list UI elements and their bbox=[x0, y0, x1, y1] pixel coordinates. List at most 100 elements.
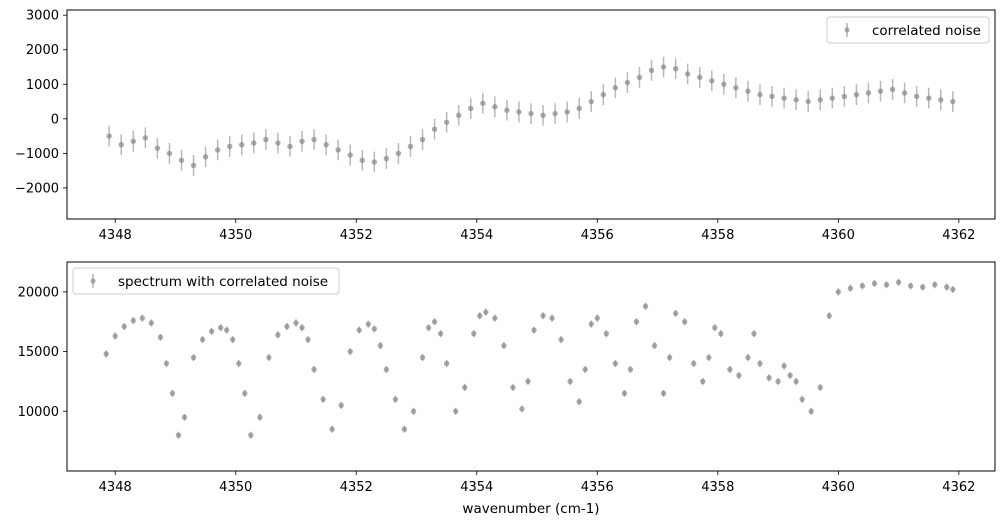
top-data-point bbox=[202, 154, 209, 160]
bottom-data-point bbox=[471, 330, 477, 337]
bottom-data-point bbox=[266, 354, 272, 361]
bottom-data-point bbox=[672, 310, 679, 317]
top-legend: correlated noise bbox=[826, 16, 990, 44]
panel-bottom: 4348 4350 4352 4354 4356 4358 4360 4362 10000 150… bbox=[18, 261, 996, 517]
bottom-data-point bbox=[736, 372, 742, 379]
bottom-data-point bbox=[766, 375, 772, 381]
bottom-data-point bbox=[826, 313, 832, 319]
top-data-point bbox=[190, 162, 197, 169]
bottom-data-point bbox=[549, 315, 555, 321]
top-data-point bbox=[829, 95, 835, 101]
bottom-data-point bbox=[311, 366, 317, 373]
bottom-data-point bbox=[666, 354, 673, 361]
bottom-data-point bbox=[217, 324, 224, 331]
bottom-data-point bbox=[492, 315, 498, 321]
bottom-y-tick-label: 10000 bbox=[18, 405, 59, 420]
bottom-data-point bbox=[329, 426, 335, 432]
bottom-data-point bbox=[799, 396, 805, 403]
bottom-data-point bbox=[443, 360, 450, 367]
top-data-point bbox=[865, 90, 872, 96]
top-data-point bbox=[419, 136, 426, 143]
top-data-point bbox=[178, 157, 185, 163]
top-y-tick-label: 3000 bbox=[26, 9, 59, 24]
top-data-point bbox=[721, 81, 727, 87]
bottom-data-point bbox=[895, 279, 902, 286]
bottom-data-point bbox=[501, 342, 507, 349]
top-data-point bbox=[227, 143, 233, 150]
bottom-data-point bbox=[588, 321, 594, 327]
top-data-point bbox=[576, 105, 582, 112]
top-data-point bbox=[793, 97, 799, 103]
bottom-legend-label: spectrum with correlated noise bbox=[118, 274, 328, 290]
top-y-tick-label: 1000 bbox=[26, 78, 59, 93]
top-data-point bbox=[359, 157, 365, 163]
bottom-data-point bbox=[293, 320, 299, 326]
bottom-data-point bbox=[431, 319, 438, 325]
top-data-point bbox=[166, 150, 173, 157]
bottom-x-tick-label: 4350 bbox=[219, 480, 252, 495]
bottom-data-point bbox=[338, 402, 344, 409]
top-data-point bbox=[347, 152, 353, 158]
top-legend-point-marker bbox=[844, 27, 850, 33]
bottom-data-point bbox=[781, 363, 787, 369]
bottom-data-point bbox=[775, 378, 781, 385]
top-data-point bbox=[287, 143, 293, 150]
top-data-point bbox=[552, 110, 558, 117]
top-x-tick-label: 4350 bbox=[219, 228, 252, 243]
top-data-point bbox=[407, 143, 414, 150]
top-data-point bbox=[492, 104, 498, 110]
bottom-data-point bbox=[257, 414, 263, 420]
bottom-x-tick-label: 4362 bbox=[942, 480, 975, 495]
bottom-data-point bbox=[392, 396, 399, 403]
bottom-data-point bbox=[275, 332, 281, 338]
top-data-point bbox=[938, 97, 944, 103]
bottom-legend-point-marker bbox=[90, 278, 96, 284]
bottom-data-point bbox=[757, 360, 763, 367]
top-axes-frame bbox=[66, 9, 996, 220]
bottom-data-point bbox=[681, 319, 688, 325]
bottom-data-point bbox=[567, 378, 573, 385]
bottom-axes-frame bbox=[66, 261, 996, 472]
bottom-data-point bbox=[365, 321, 371, 327]
top-data-point bbox=[636, 74, 643, 81]
top-data-point bbox=[371, 159, 378, 165]
top-data-point bbox=[624, 79, 631, 86]
top-data-point bbox=[455, 112, 462, 119]
bottom-data-point bbox=[477, 313, 483, 319]
bottom-data-point bbox=[525, 378, 531, 385]
top-data-point bbox=[311, 136, 317, 143]
top-data-point bbox=[901, 90, 908, 96]
top-data-point bbox=[660, 64, 667, 70]
bottom-data-point bbox=[452, 408, 459, 414]
bottom-data-point bbox=[169, 390, 176, 397]
bottom-data-point bbox=[793, 378, 799, 385]
bottom-data-point bbox=[462, 384, 468, 391]
bottom-data-point bbox=[248, 432, 254, 438]
top-data-point bbox=[697, 74, 703, 81]
bottom-data-point bbox=[284, 323, 290, 330]
bottom-data-point bbox=[712, 324, 718, 331]
bottom-data-point bbox=[157, 334, 164, 340]
top-y-tick-label: −1000 bbox=[15, 147, 59, 162]
top-data-point bbox=[684, 71, 691, 77]
top-data-point bbox=[889, 86, 896, 93]
top-data-point bbox=[142, 135, 149, 141]
bottom-points bbox=[103, 279, 956, 438]
top-data-point bbox=[154, 145, 161, 151]
bottom-x-axis-label: wavenumber (cm-1) bbox=[462, 501, 599, 517]
top-data-point bbox=[480, 100, 486, 106]
bottom-data-point bbox=[540, 313, 546, 319]
top-legend-box bbox=[826, 16, 990, 44]
top-data-point bbox=[817, 97, 823, 103]
top-x-tick-label: 4352 bbox=[340, 228, 373, 243]
bottom-data-point bbox=[907, 283, 914, 289]
top-data-point bbox=[841, 93, 848, 100]
bottom-data-point bbox=[510, 384, 516, 391]
top-ticks: 4348 4350 4352 4354 4356 4358 4360 4362 −2000 −10… bbox=[15, 9, 975, 243]
bottom-y-tick-label: 20000 bbox=[18, 285, 59, 300]
bottom-data-point bbox=[437, 330, 444, 337]
top-data-point bbox=[118, 142, 124, 148]
bottom-data-point bbox=[242, 390, 248, 397]
top-data-point bbox=[733, 85, 739, 91]
bottom-data-point bbox=[148, 320, 155, 326]
